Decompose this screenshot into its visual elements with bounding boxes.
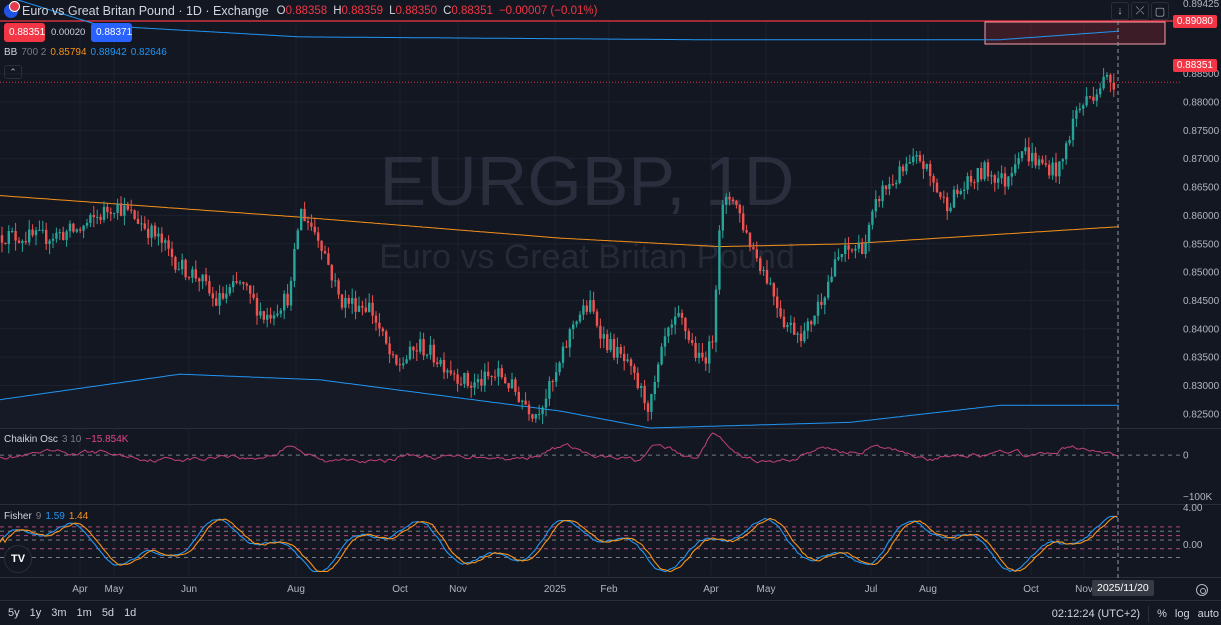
fisher-trigger-value: 1.44 [68,511,89,522]
svg-text:0.00: 0.00 [1183,540,1203,551]
clock-timezone[interactable]: 02:12:24 (UTC+2) [1051,607,1141,620]
buy-button[interactable]: 0.88371 [91,23,132,42]
bottom-toolbar: 5y 1y 3m 1m 5d 1d 02:12:24 (UTC+2) % log… [0,600,1221,625]
maximize-icon[interactable]: ▢ [1151,2,1169,20]
svg-text:0.87000: 0.87000 [1183,154,1220,165]
svg-text:Feb: Feb [600,584,618,595]
auto-toggle[interactable]: auto [1197,607,1219,620]
chaikin-value: −15.854K [85,434,129,445]
price-axis: 0.89425 0.88500 0.88000 0.87500 0.87000 0.865… [1183,0,1220,420]
fisher-value: 1.59 [45,511,65,522]
low-value: 0.88350 [395,4,438,17]
alert-price-label[interactable]: 0.89080 [1172,15,1217,28]
open-value: 0.88358 [285,4,328,17]
svg-text:Euro vs Great Britan Pound: Euro vs Great Britan Pound [379,238,795,276]
sell-button[interactable]: 0.88351 [4,23,45,42]
bb-basis-value: 0.85794 [50,47,87,58]
open-label: O [276,4,286,17]
crosshair-date-label: 2025/11/20 [1092,580,1154,596]
high-value: 0.88359 [341,4,384,17]
range-1m[interactable]: 1m [76,607,92,619]
chaikin-legend[interactable]: Chaikin Osc 3 10 −15.854K [4,434,128,445]
svg-text:0: 0 [1183,451,1189,462]
svg-text:EURGBP, 1D: EURGBP, 1D [380,142,795,220]
bb-lower-value: 0.82646 [130,47,167,58]
svg-text:Nov: Nov [449,584,467,595]
bb-upper-value: 0.88942 [90,47,127,58]
symbol-header: Euro vs Great Britan Pound · 1D · Exchan… [0,0,1120,21]
svg-text:Jun: Jun [181,584,197,595]
range-1y[interactable]: 1y [29,607,42,619]
svg-text:0.86000: 0.86000 [1183,211,1220,222]
svg-text:4.00: 4.00 [1183,503,1203,514]
svg-text:Jul: Jul [865,584,878,595]
svg-text:Oct: Oct [1023,584,1039,595]
bb-legend[interactable]: BB 700 2 0.85794 0.88942 0.82646 [4,47,167,58]
chaikin-name: Chaikin Osc [4,434,58,445]
settings-icon[interactable] [1196,584,1208,596]
svg-text:May: May [105,584,124,595]
chevron-up-icon: ⌃ [9,66,17,77]
svg-text:Nov: Nov [1075,584,1093,595]
svg-text:Aug: Aug [287,584,305,595]
symbol-title[interactable]: Euro vs Great Britan Pound · 1D · Exchan… [22,3,269,18]
currency-flag-icon [4,0,20,18]
svg-text:0.85000: 0.85000 [1183,268,1220,279]
svg-text:Apr: Apr [703,584,719,595]
pane-toolbar: ↓ ⤫ ▢ [1111,2,1169,20]
svg-text:0.89425: 0.89425 [1183,0,1220,10]
date-range-buttons: 5y 1y 3m 1m 5d 1d [0,607,136,619]
svg-text:0.88000: 0.88000 [1183,98,1220,109]
svg-text:Oct: Oct [392,584,408,595]
svg-text:May: May [757,584,776,595]
svg-text:0.82500: 0.82500 [1183,409,1220,420]
collapse-icon[interactable]: ⤫ [1131,2,1149,20]
log-toggle[interactable]: log [1174,607,1190,620]
fisher-name: Fisher [4,511,32,522]
svg-text:0.84500: 0.84500 [1183,296,1220,307]
low-label: L [389,4,396,17]
arrow-down-icon[interactable]: ↓ [1111,2,1129,20]
bb-name: BB [4,47,18,58]
close-label: C [443,4,452,17]
svg-text:Aug: Aug [919,584,937,595]
svg-text:2025: 2025 [544,584,567,595]
chaikin-params: 3 10 [61,434,82,445]
range-5d[interactable]: 5d [101,607,115,619]
fisher-legend[interactable]: Fisher 9 1.59 1.44 [4,511,88,522]
ohlc-values: O0.88358 H0.88359 L0.88350 C0.88351 −0.0… [277,5,598,17]
divider [1148,605,1150,622]
svg-text:0.83500: 0.83500 [1183,353,1220,364]
high-label: H [333,4,342,17]
tradingview-logo[interactable]: TV [4,545,32,573]
svg-text:0.85500: 0.85500 [1183,239,1220,250]
svg-text:0.84000: 0.84000 [1183,324,1220,335]
svg-text:0.83000: 0.83000 [1183,381,1220,392]
bottom-right-controls: 02:12:24 (UTC+2) % log auto [1052,601,1221,625]
range-5y[interactable]: 5y [8,607,20,619]
range-1d[interactable]: 1d [124,607,137,619]
current-price-label: 0.88351 [1172,59,1217,72]
svg-text:0.88500: 0.88500 [1183,69,1220,80]
svg-text:0.87500: 0.87500 [1183,126,1220,137]
percent-toggle[interactable]: % [1157,607,1167,620]
svg-text:0.86500: 0.86500 [1183,183,1220,194]
svg-text:Apr: Apr [72,584,88,595]
collapse-legend-button[interactable]: ⌃ [4,65,22,79]
close-value: 0.88351 [451,4,493,17]
bb-params: 700 2 [21,47,47,58]
spread-value: 0.00020 [51,27,86,38]
fisher-params: 9 [35,511,42,522]
candlesticks [0,67,1115,425]
quote-row: 0.88351 0.00020 0.88371 [4,23,132,42]
svg-text:−100K: −100K [1183,492,1213,503]
range-3m[interactable]: 3m [51,607,67,619]
price-change: −0.00007 (−0.01%) [498,4,598,17]
